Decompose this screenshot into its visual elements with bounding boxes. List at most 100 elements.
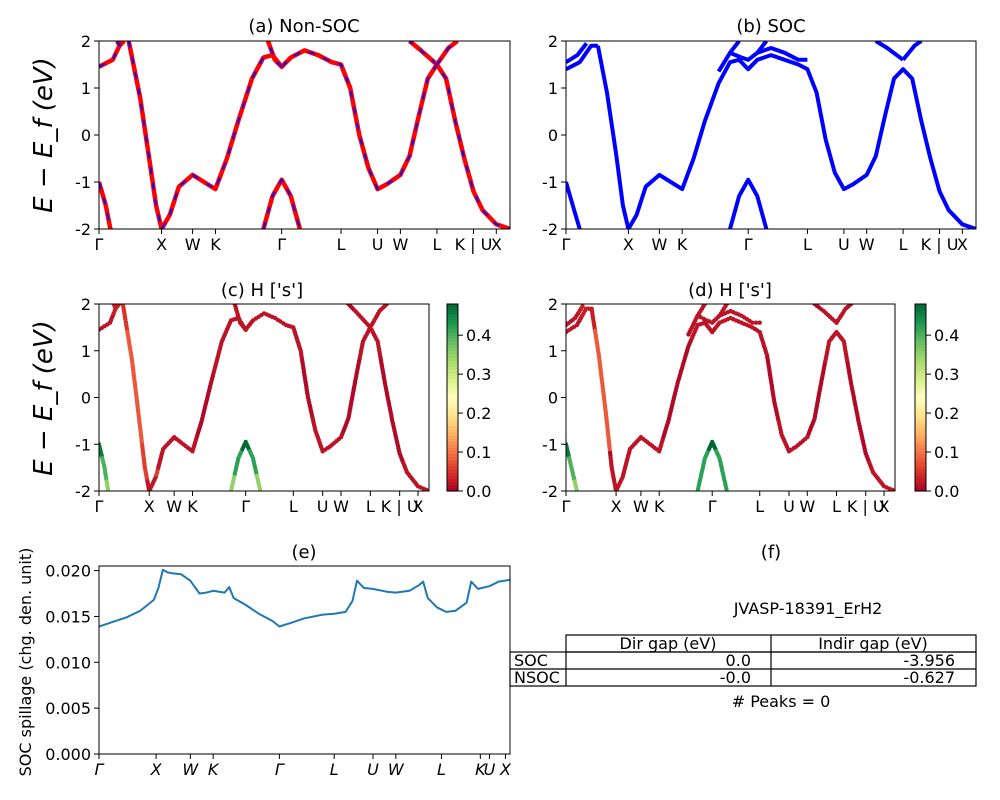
colorbar-segment	[447, 469, 458, 473]
colorbar-segment	[447, 434, 458, 439]
colorbar-segment	[915, 347, 926, 352]
colorbar-segment	[915, 403, 926, 408]
colorbar-segment	[447, 416, 458, 420]
x-tick-label: W	[185, 235, 201, 254]
x-tick-label: L	[366, 497, 375, 516]
x-tick-label: Γ	[562, 235, 571, 254]
band-line-soc	[874, 41, 905, 62]
table-cell: -3.956	[903, 651, 955, 670]
colorbar-segment	[447, 453, 458, 458]
colorbar-segment	[447, 313, 458, 318]
colorbar-segment	[915, 372, 926, 377]
colorbar-segment	[915, 481, 926, 486]
projection-point	[574, 488, 580, 491]
material-id: JVASP-18391_ErH2	[733, 599, 883, 619]
x-tick-label: L	[832, 497, 841, 516]
colorbar-segment	[915, 462, 926, 467]
colorbar-segment	[447, 328, 458, 333]
x-tick-label: L	[803, 235, 812, 254]
colorbar-segment	[447, 403, 458, 408]
projection-point	[724, 304, 729, 307]
colorbar-segment	[915, 388, 926, 392]
colorbar-segment	[447, 356, 458, 361]
y-tick-label: 1	[81, 342, 91, 361]
panel-b-title: (b) SOC	[736, 16, 805, 37]
colorbar-segment	[447, 413, 458, 417]
colorbar-segment	[447, 456, 458, 461]
projection-point	[106, 488, 111, 491]
x-tick-label: L	[755, 497, 764, 516]
panel-e-title: (e)	[291, 542, 316, 563]
x-tick-label: U	[317, 497, 329, 516]
band-line-soc	[566, 42, 589, 64]
x-tick-label: W	[859, 235, 875, 254]
projection-point	[753, 320, 759, 325]
colorbar-segment	[915, 406, 926, 411]
colorbar-segment	[447, 322, 458, 327]
x-tick-label: K | U	[921, 235, 959, 254]
x-tick-label: Γ	[275, 760, 285, 779]
projection-point	[258, 488, 263, 491]
x-tick-label: X	[957, 235, 968, 254]
projection-point	[426, 488, 429, 491]
spillage-ylabel: SOC spillage (chg. den. unit)	[16, 548, 35, 777]
colorbar-segment	[915, 453, 926, 458]
band-line-soc-overlay	[262, 178, 301, 229]
colorbar-segment	[447, 481, 458, 486]
colorbar-segment	[447, 472, 458, 477]
panel-c-title: (c) H ['s']	[221, 280, 303, 301]
colorbar-segment	[915, 353, 926, 358]
table-cell: 0.0	[726, 651, 751, 670]
colorbar-segment	[915, 428, 926, 433]
projection-point	[750, 320, 755, 325]
colorbar-segment	[915, 313, 926, 318]
spillage-line	[99, 568, 510, 628]
colorbar-tick-label: 0.3	[466, 365, 491, 384]
colorbar-segment	[447, 304, 458, 308]
x-tick-label: W	[651, 235, 667, 254]
colorbar-tick-label: 0.0	[466, 482, 491, 501]
table-header-dir: Dir gap (eV)	[620, 634, 717, 653]
colorbar-segment	[447, 366, 458, 371]
colorbar-segment	[915, 425, 926, 430]
plot-area	[566, 41, 976, 229]
band-line-soc-overlay	[99, 41, 123, 68]
projection-point	[580, 304, 585, 309]
colorbar-segment	[447, 360, 458, 364]
band-line-soc	[901, 41, 923, 62]
y-tick-label: -2	[75, 220, 91, 239]
colorbar-segment	[915, 469, 926, 473]
axes-frame	[98, 303, 430, 492]
y-tick-label: -1	[542, 173, 558, 192]
x-tick-label: L	[899, 235, 908, 254]
colorbar-segment	[915, 363, 926, 367]
x-tick-label: W	[633, 497, 649, 516]
band-line-soc	[595, 45, 631, 229]
y-tick-label: -1	[75, 435, 91, 454]
colorbar-segment	[447, 441, 458, 445]
band-line-soc	[626, 53, 976, 229]
colorbar-segment	[915, 487, 926, 492]
y-tick-label: -2	[542, 220, 558, 239]
colorbar-segment	[447, 484, 458, 489]
x-tick-label: X	[491, 235, 502, 254]
colorbar-frame	[914, 303, 927, 492]
band-line-soc-overlay	[267, 41, 283, 68]
colorbar-segment	[915, 400, 926, 405]
colorbar-segment	[447, 475, 458, 480]
x-tick-label: X	[611, 497, 622, 516]
x-tick-label: W	[333, 497, 349, 516]
colorbar-segment	[447, 363, 458, 367]
colorbar-segment	[915, 394, 926, 399]
axes-frame	[98, 40, 511, 230]
band-line-soc-overlay	[408, 41, 438, 66]
x-tick-label: W	[799, 497, 815, 516]
band-line-nonsoc	[99, 181, 113, 229]
band-line-soc-overlay	[127, 41, 163, 229]
colorbar-segment	[447, 478, 458, 483]
band-ylabel-top: E − E_f (eV)	[29, 57, 59, 213]
